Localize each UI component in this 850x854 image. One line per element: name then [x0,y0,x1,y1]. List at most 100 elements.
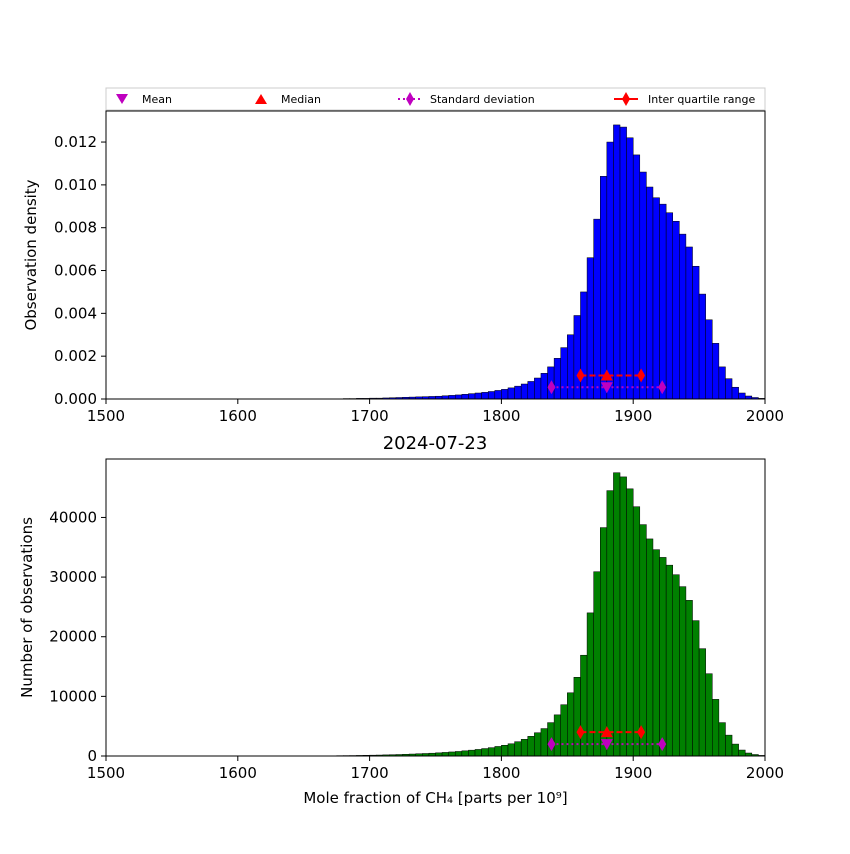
histogram-bar [521,739,528,756]
histogram-bar [660,204,667,399]
histogram-bar [534,733,541,756]
x-tick-label: 1500 [87,764,125,782]
histogram-bar [541,373,548,399]
histogram-bar [653,198,660,399]
y-tick-label: 0.000 [54,390,97,408]
histogram-bar [528,381,535,399]
histogram-bar [468,750,475,756]
histogram-bar [475,393,482,399]
x-tick-label: 1600 [219,764,257,782]
histogram-bar [732,744,739,756]
histogram-bar [449,395,456,399]
x-tick-label: 1600 [219,407,257,425]
y-tick-label: 20000 [49,628,97,646]
histogram-bar [712,343,719,399]
histogram-bar [508,388,515,399]
histogram-bar [501,389,508,399]
histogram-bar [633,155,640,399]
histogram-bar [699,649,706,756]
histogram-bar [725,735,732,756]
histogram-bar [627,138,634,399]
x-tick-label: 1900 [614,407,652,425]
histogram-bar [561,705,568,756]
x-tick-label: 1900 [614,764,652,782]
x-tick-label: 1700 [351,407,389,425]
histogram-bar [442,752,449,756]
x-axis-label: Mole fraction of CH₄ [parts per 10⁹] [303,789,567,807]
histogram-bar [712,699,719,756]
x-tick-label: 2000 [746,764,784,782]
histogram-bar [541,729,548,756]
legend-label-mean: Mean [142,93,172,106]
histogram-bar [501,745,508,756]
y-tick-label: 0.012 [54,133,97,151]
x-tick-label: 2000 [746,407,784,425]
histogram-bar [567,335,574,399]
y-tick-label: 0.010 [54,176,97,194]
histogram-bar [613,473,620,756]
histogram-bar [739,750,746,756]
histogram-bar [719,723,726,756]
y-tick-label: 0.008 [54,219,97,237]
histogram-bar [495,390,502,399]
histogram-bar [462,394,469,399]
histogram-bar [508,744,515,756]
histogram-bar [495,746,502,756]
histogram-bar [673,575,680,756]
legend-label-iqr: Inter quartile range [648,93,755,106]
histogram-bar [534,378,541,399]
y-tick-label: 0.006 [54,262,97,280]
x-tick-label: 1800 [482,764,520,782]
histogram-bar [580,655,587,756]
histogram-bar [646,187,653,399]
histogram-bar [679,234,686,399]
histogram-bar [607,491,614,756]
histogram-bar [449,752,456,756]
histogram-bar [462,751,469,756]
histogram-bar [567,693,574,756]
histogram-bar [580,292,587,399]
histogram-bar [693,621,700,756]
histogram-bar [646,539,653,756]
y-tick-label: 0.002 [54,347,97,365]
histogram-bar [488,392,495,399]
histogram-bar [666,213,673,399]
histogram-bar [455,751,462,756]
histogram-bar [673,221,680,399]
histogram-bar [587,258,594,399]
y-tick-label: 0 [87,747,97,765]
histogram-bar [633,507,640,756]
histogram-bar [482,392,489,399]
legend-label-median: Median [281,93,321,106]
histogram-bar [607,142,614,399]
histogram-bar [613,125,620,399]
histogram-bar [594,572,601,756]
chart-title-date: 2024-07-23 [383,433,488,454]
y-tick-label: 30000 [49,568,97,586]
y-tick-label: 0.004 [54,304,97,322]
histogram-bar [719,367,726,399]
histogram-bar [686,247,693,399]
x-tick-label: 1800 [482,407,520,425]
legend: Mean Median Standard deviation Inter qua… [106,88,765,110]
histogram-bar [515,386,522,399]
density-y-axis-label: Observation density [22,179,40,330]
histogram-bar [725,379,732,399]
histogram-bar [660,557,667,756]
histogram-bar [653,550,660,756]
histogram-bar [706,674,713,756]
histogram-bar [699,294,706,399]
histogram-bar [640,525,647,756]
histogram-bar [554,715,561,756]
histogram-bar [488,748,495,756]
histogram-bar [587,613,594,756]
histogram-bar [620,127,627,399]
x-tick-label: 1700 [351,764,389,782]
histogram-bar [515,742,522,756]
histogram-bar [620,477,627,756]
histogram-bar [666,565,673,756]
histogram-bar [627,489,634,756]
histogram-bar [693,266,700,399]
histogram-bar [732,387,739,399]
